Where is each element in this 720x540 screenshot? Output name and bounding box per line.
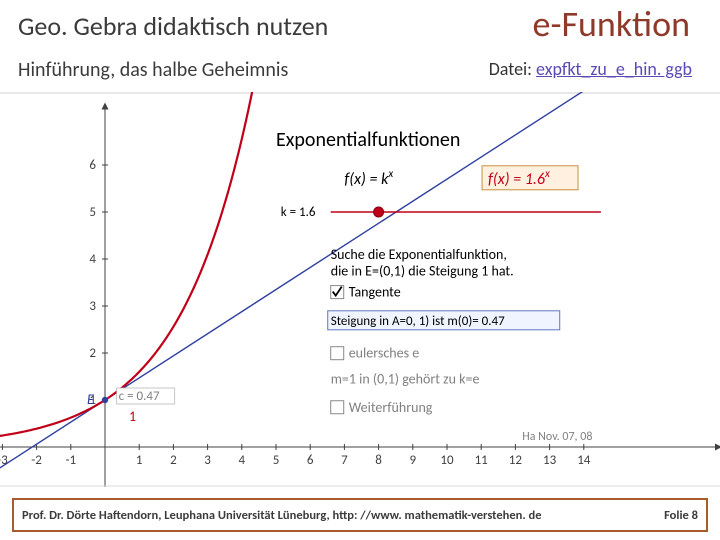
cb-tangente-label: Tangente — [349, 284, 401, 301]
x-tick-label: 9 — [410, 453, 417, 468]
cb-weiter-label: Weiterführung — [349, 399, 433, 416]
header-right: e-Funktion — [533, 2, 690, 46]
x-tick-label: 3 — [204, 453, 211, 468]
x-tick-label: 8 — [375, 453, 382, 468]
fx-value-text: f(x) = 1.6x — [488, 167, 550, 189]
slide: Geo. Gebra didaktisch nutzen e-Funktion … — [0, 0, 720, 540]
file-prefix: Datei: — [489, 58, 536, 80]
chart-svg: -3-2-11234567891011121314123456Ec = 0.47… — [0, 92, 720, 487]
signature: Ha Nov. 07, 08 — [522, 430, 592, 444]
point-E-label: E — [87, 391, 94, 408]
steigung-text: Steigung in A=0, 1) ist m(0)= 0.47 — [331, 314, 505, 329]
x-tick-label: 2 — [170, 453, 177, 468]
x-tick-label: -2 — [31, 453, 42, 468]
file-link[interactable]: expfkt_zu_e_hin. ggb — [536, 58, 692, 80]
y-tick-label: 5 — [89, 205, 96, 220]
x-tick-label: 1 — [136, 453, 143, 468]
subtitle-left: Hinführung, das halbe Geheimnis — [18, 58, 288, 82]
desc-line-1: Suche die Exponentialfunktion, — [331, 246, 507, 263]
x-tick-label: 5 — [273, 453, 280, 468]
x-tick-label: 14 — [577, 453, 591, 468]
one-label: 1 — [129, 408, 136, 425]
cb-euler-checkbox[interactable] — [331, 347, 344, 360]
desc-line-2: die in E=(0,1) die Steigung 1 hat. — [331, 262, 514, 279]
x-tick-label: 13 — [543, 453, 557, 468]
y-tick-label: 3 — [89, 299, 96, 314]
x-tick-label: 12 — [509, 453, 523, 468]
chart-title: Exponentialfunktionen — [276, 128, 460, 152]
m1-text: m=1 in (0,1) gehört zu k=e — [331, 371, 480, 388]
slider-k-label: k = 1.6 — [281, 205, 316, 220]
cb-weiter-checkbox[interactable] — [331, 401, 344, 414]
fx-formula: f(x) = kx — [344, 167, 393, 189]
x-tick-label: 10 — [440, 453, 454, 468]
cb-euler-label: eulersches e — [349, 345, 419, 362]
chart-container: -3-2-11234567891011121314123456Ec = 0.47… — [0, 92, 720, 487]
x-tick-label: -1 — [66, 453, 77, 468]
x-tick-label: 11 — [475, 453, 488, 468]
x-tick-label: 6 — [307, 453, 314, 468]
x-tick-label: 4 — [239, 453, 246, 468]
footer-bar: Prof. Dr. Dörte Haftendorn, Leuphana Uni… — [12, 498, 708, 532]
y-tick-label: 2 — [89, 346, 96, 361]
x-tick-label: 7 — [341, 453, 348, 468]
y-tick-label: 4 — [89, 252, 96, 267]
header-left: Geo. Gebra didaktisch nutzen — [18, 10, 328, 42]
subtitle-right: Datei: expfkt_zu_e_hin. ggb — [489, 58, 692, 80]
point-E — [102, 397, 108, 403]
c-value-label: c = 0.47 — [119, 389, 160, 404]
footer-text: Prof. Dr. Dörte Haftendorn, Leuphana Uni… — [22, 508, 542, 523]
slider-k-knob[interactable] — [374, 207, 384, 217]
footer-folie: Folie 8 — [664, 508, 698, 523]
y-tick-label: 6 — [89, 158, 96, 173]
